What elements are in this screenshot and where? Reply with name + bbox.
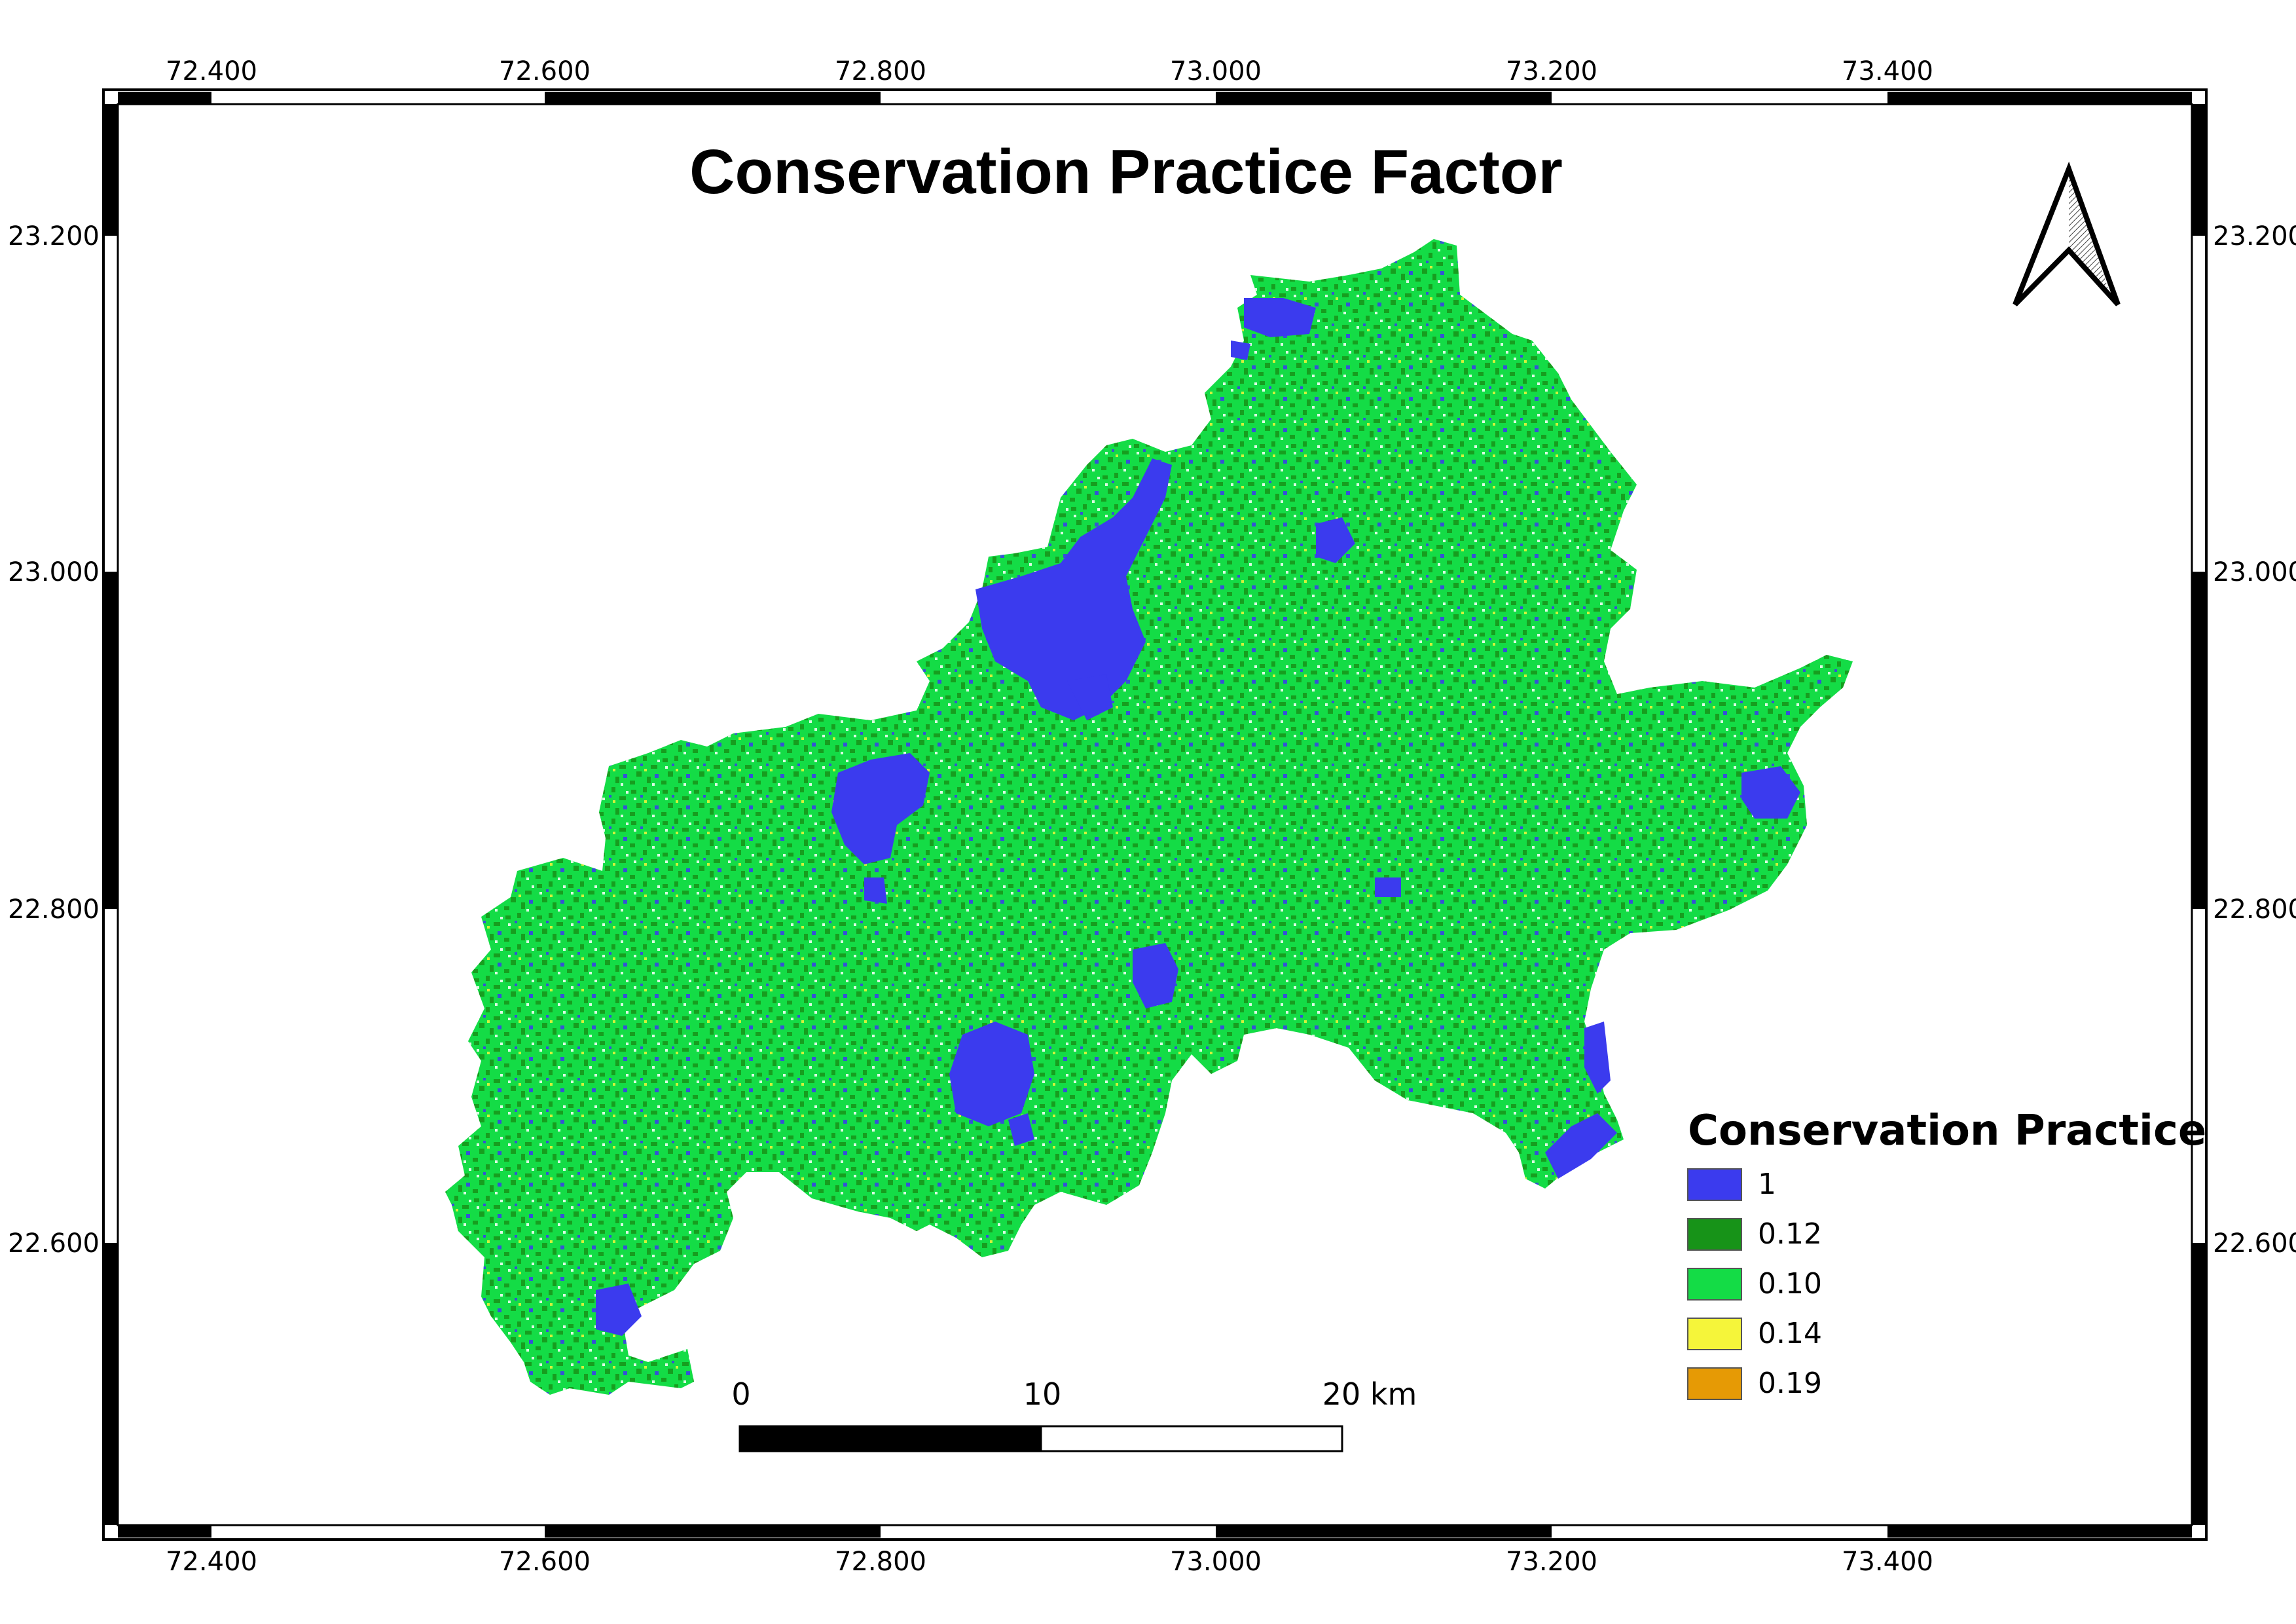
frame-band <box>2192 572 2205 909</box>
frame-band <box>1216 92 1552 104</box>
legend-swatch <box>1687 1218 1742 1251</box>
bottom-lon-label: 73.400 <box>1842 1547 1933 1577</box>
top-lon-label: 73.400 <box>1842 56 1933 86</box>
top-lon-label: 73.200 <box>1506 56 1597 86</box>
bottom-lon-label: 73.000 <box>1170 1547 1262 1577</box>
frame-band <box>2192 104 2205 236</box>
region-texture <box>445 239 1853 1395</box>
left-lat-label: 23.000 <box>8 557 100 587</box>
scale-label-20km: 20 km <box>1322 1376 1417 1412</box>
legend: Conservation Practice 1 0.12 0.10 0.14 0.19 <box>1687 1107 2206 1400</box>
top-lon-label: 72.800 <box>835 56 926 86</box>
legend-swatch <box>1687 1318 1742 1350</box>
scale-bar-segment-1 <box>738 1425 1042 1452</box>
left-latitude-labels: 23.200 23.000 22.800 22.600 <box>8 221 100 1259</box>
legend-item-label: 0.10 <box>1758 1267 1822 1301</box>
legend-item-label: 0.12 <box>1758 1217 1822 1251</box>
bottom-lon-label: 72.800 <box>835 1547 926 1577</box>
scale-label-10: 10 <box>1023 1376 1062 1412</box>
frame-band <box>105 104 118 236</box>
legend-swatch <box>1687 1268 1742 1301</box>
right-lat-label: 23.000 <box>2213 557 2296 587</box>
right-latitude-labels: 23.200 23.000 22.800 22.600 <box>2213 221 2296 1259</box>
right-lat-label: 22.800 <box>2213 895 2296 925</box>
frame-band <box>545 92 881 104</box>
scale-label-0: 0 <box>731 1376 750 1412</box>
frame-band <box>1887 1525 2192 1538</box>
scale-bar-segment-2 <box>1040 1425 1343 1452</box>
frame-band <box>105 572 118 909</box>
frame-band <box>118 1525 211 1538</box>
left-lat-label: 22.600 <box>8 1228 100 1259</box>
top-lon-label: 72.400 <box>166 56 257 86</box>
map-title: Conservation Practice Factor <box>689 137 1563 207</box>
frame-band <box>2192 1243 2205 1525</box>
left-lat-label: 22.800 <box>8 895 100 925</box>
frame-band <box>1887 92 2192 104</box>
legend-item-label: 0.14 <box>1758 1317 1822 1350</box>
frame-band <box>1216 1525 1552 1538</box>
right-lat-label: 22.600 <box>2213 1228 2296 1259</box>
legend-item-label: 0.19 <box>1758 1367 1822 1400</box>
legend-items: 1 0.12 0.10 0.14 0.19 <box>1687 1168 1822 1400</box>
scale-bar: 0 10 20 km <box>731 1376 1417 1452</box>
legend-item-label: 1 <box>1758 1168 1776 1201</box>
frame-tick-bands <box>105 92 2205 1538</box>
urban-patches <box>596 298 1800 1336</box>
map-frame-outer <box>102 88 2208 1541</box>
bottom-lon-label: 72.400 <box>166 1547 257 1577</box>
frame-band <box>105 1243 118 1525</box>
study-area-raster <box>445 239 1853 1395</box>
bottom-longitude-labels: 72.400 72.600 72.800 73.000 73.200 73.400 <box>166 1547 1933 1577</box>
top-lon-label: 73.000 <box>1170 56 1262 86</box>
north-arrow-icon <box>2013 161 2121 306</box>
frame-band <box>545 1525 881 1538</box>
top-lon-label: 72.600 <box>499 56 591 86</box>
bottom-lon-label: 72.600 <box>499 1547 591 1577</box>
legend-title: Conservation Practice <box>1688 1107 2206 1155</box>
legend-swatch <box>1687 1168 1742 1201</box>
right-lat-label: 23.200 <box>2213 221 2296 251</box>
top-longitude-labels: 72.400 72.600 72.800 73.000 73.200 73.400 <box>166 56 1933 86</box>
bottom-lon-label: 73.200 <box>1506 1547 1597 1577</box>
frame-band <box>118 92 211 104</box>
legend-swatch <box>1687 1367 1742 1400</box>
left-lat-label: 23.200 <box>8 221 100 251</box>
